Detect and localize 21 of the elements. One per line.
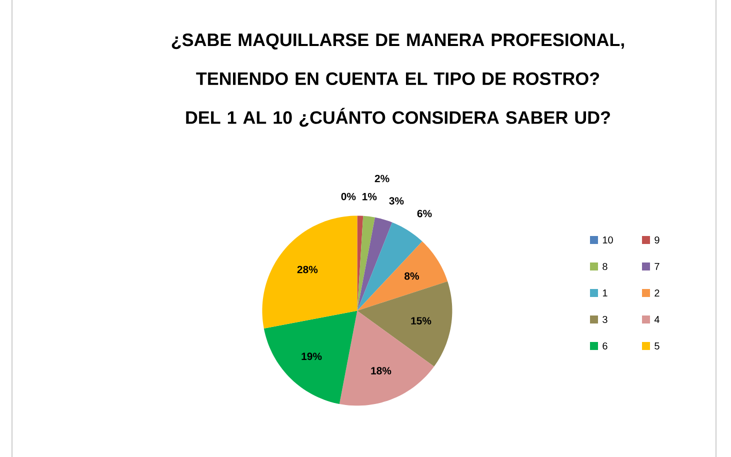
- legend-label: 5: [654, 342, 660, 350]
- legend-label: 8: [602, 262, 608, 270]
- legend-label: 7: [654, 263, 660, 270]
- legend-label: 2: [654, 290, 660, 296]
- data-label: 15%: [411, 317, 432, 324]
- legend-label: 10: [602, 236, 613, 244]
- data-label: 19%: [302, 352, 322, 360]
- legend-label: 3: [602, 316, 608, 324]
- legend-label: 9: [654, 236, 660, 244]
- data-label: 1%: [362, 192, 377, 200]
- data-label: 8%: [404, 272, 420, 280]
- legend-label: 1: [602, 290, 608, 296]
- legend-label: 6: [602, 342, 608, 350]
- data-label: 2%: [374, 174, 390, 182]
- data-label: 6%: [417, 210, 432, 218]
- text: 0%: [341, 192, 356, 200]
- chart-title: ¿SABE MAQUILLARSE DE MANERA PROFESIONAL, TENIENDO EN CUENTA EL TIPO DE ROSTRO? DEL 1 AL 10 ¿CUÁNTO CONSIDERA SABER UD?: [172, 34, 624, 127]
- legend-label: 4: [654, 316, 660, 323]
- data-label: 18%: [371, 367, 392, 374]
- data-label: 3%: [389, 197, 404, 205]
- data-label: 28%: [297, 266, 318, 274]
